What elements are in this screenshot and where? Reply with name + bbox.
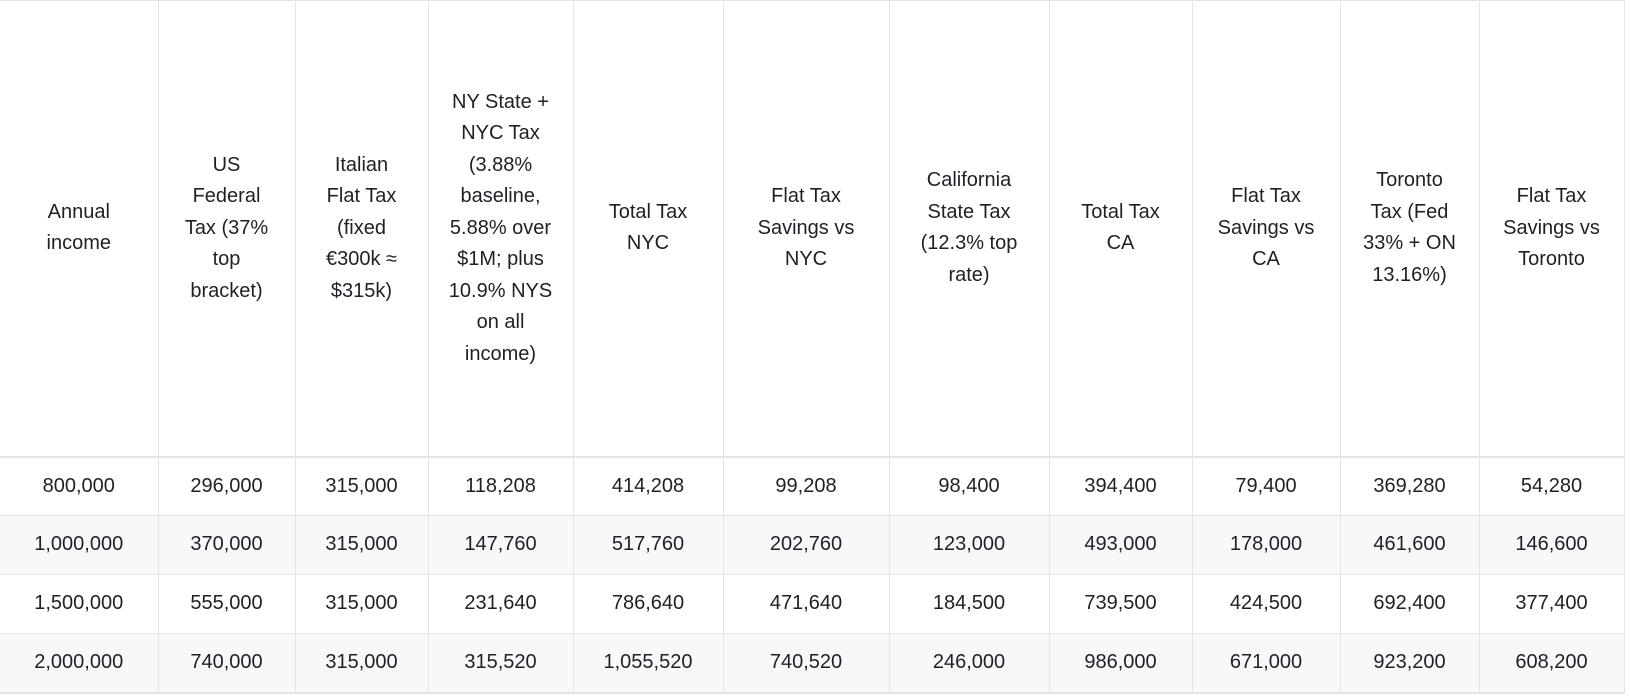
- table-cell: 123,000: [888, 515, 1050, 575]
- table-cell: 147,760: [427, 515, 574, 575]
- column-header: Total Tax CA: [1048, 0, 1193, 458]
- table-cell: 99,208: [722, 456, 890, 516]
- table-cell: 146,600: [1478, 515, 1625, 575]
- table-cell: 296,000: [157, 456, 296, 516]
- table-cell: 786,640: [572, 574, 724, 634]
- column-header: Italian Flat Tax (fixed €300k ≈ $315k): [294, 0, 429, 458]
- table-cell: 800,000: [0, 456, 159, 516]
- table-cell: 740,520: [722, 633, 890, 694]
- table-cell: 986,000: [1048, 633, 1193, 694]
- table-cell: 739,500: [1048, 574, 1193, 634]
- header-row: Annual income US Federal Tax (37% top bra…: [0, 0, 1625, 458]
- table-cell: 740,000: [157, 633, 296, 694]
- table-cell: 414,208: [572, 456, 724, 516]
- table-cell: 1,500,000: [0, 574, 159, 634]
- column-header: Flat Tax Savings vs Toronto: [1478, 0, 1625, 458]
- column-header: Flat Tax Savings vs NYC: [722, 0, 890, 458]
- table-row: 2,000,000 740,000 315,000 315,520 1,055,520 7…: [0, 633, 1625, 694]
- column-header: US Federal Tax (37% top bracket): [157, 0, 296, 458]
- table-cell: 315,000: [294, 456, 429, 516]
- table-cell: 315,000: [294, 633, 429, 694]
- table-cell: 923,200: [1339, 633, 1480, 694]
- column-header: Toronto Tax (Fed 33% + ON 13.16%): [1339, 0, 1480, 458]
- column-header: Flat Tax Savings vs CA: [1191, 0, 1341, 458]
- table-cell: 369,280: [1339, 456, 1480, 516]
- table-cell: 54,280: [1478, 456, 1625, 516]
- table-cell: 79,400: [1191, 456, 1341, 516]
- table-cell: 315,000: [294, 574, 429, 634]
- table-cell: 370,000: [157, 515, 296, 575]
- table-cell: 377,400: [1478, 574, 1625, 634]
- table-cell: 315,520: [427, 633, 574, 694]
- table-cell: 1,000,000: [0, 515, 159, 575]
- table-row: 800,000 296,000 315,000 118,208 414,208 99,20…: [0, 456, 1625, 516]
- table-cell: 517,760: [572, 515, 724, 575]
- table-body: 800,000 296,000 315,000 118,208 414,208 99,20…: [0, 456, 1625, 694]
- table-cell: 184,500: [888, 574, 1050, 634]
- table-header: Annual income US Federal Tax (37% top bra…: [0, 0, 1625, 458]
- table-cell: 692,400: [1339, 574, 1480, 634]
- table-row: 1,000,000 370,000 315,000 147,760 517,760 202…: [0, 515, 1625, 575]
- table-cell: 555,000: [157, 574, 296, 634]
- column-header: California State Tax (12.3% top rate): [888, 0, 1050, 458]
- table-cell: 1,055,520: [572, 633, 724, 694]
- table-row: 1,500,000 555,000 315,000 231,640 786,640 471…: [0, 574, 1625, 634]
- table-cell: 493,000: [1048, 515, 1193, 575]
- table-cell: 608,200: [1478, 633, 1625, 694]
- table-cell: 98,400: [888, 456, 1050, 516]
- table-cell: 461,600: [1339, 515, 1480, 575]
- column-header: Annual income: [0, 0, 159, 458]
- column-header: Total Tax NYC: [572, 0, 724, 458]
- column-header: NY State + NYC Tax (3.88% baseline, 5.88…: [427, 0, 574, 458]
- table-cell: 202,760: [722, 515, 890, 575]
- table-cell: 315,000: [294, 515, 429, 575]
- table-cell: 246,000: [888, 633, 1050, 694]
- table-cell: 118,208: [427, 456, 574, 516]
- table-cell: 178,000: [1191, 515, 1341, 575]
- table-cell: 424,500: [1191, 574, 1341, 634]
- table-cell: 2,000,000: [0, 633, 159, 694]
- table-cell: 471,640: [722, 574, 890, 634]
- table-cell: 671,000: [1191, 633, 1341, 694]
- table-cell: 231,640: [427, 574, 574, 634]
- table-cell: 394,400: [1048, 456, 1193, 516]
